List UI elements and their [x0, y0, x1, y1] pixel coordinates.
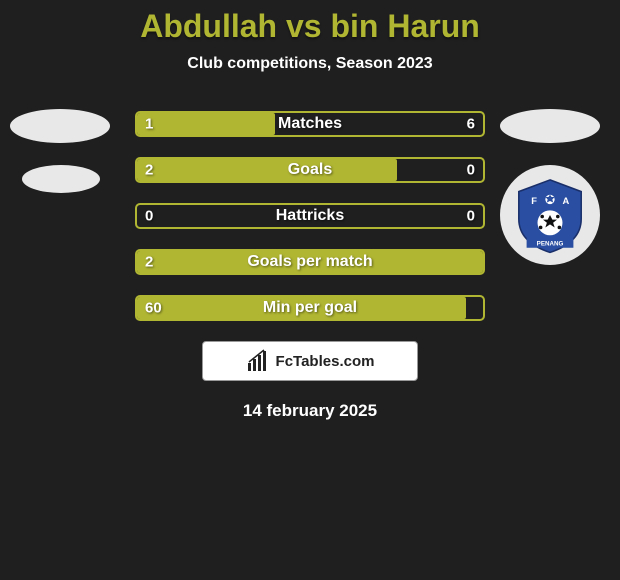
- stat-right-value: 0: [467, 162, 475, 179]
- right-team-ellipse-1: [500, 109, 600, 143]
- right-team-crest: F A PENANG: [500, 165, 600, 265]
- stat-right-value: 0: [467, 208, 475, 225]
- stat-label: Hattricks: [137, 207, 483, 225]
- date-line: 14 february 2025: [0, 401, 620, 421]
- stat-bar-matches: 1Matches6: [135, 111, 485, 137]
- crest-text: PENANG: [537, 240, 564, 247]
- stat-bar-hattricks: 0Hattricks0: [135, 203, 485, 229]
- stat-label: Goals: [137, 161, 483, 179]
- left-team-ellipse-2: [22, 165, 100, 193]
- left-team-ellipse-1: [10, 109, 110, 143]
- stat-label: Goals per match: [137, 253, 483, 271]
- brand-box: FcTables.com: [202, 341, 418, 381]
- right-team-icons: F A PENANG: [500, 109, 600, 265]
- stat-bars: 1Matches62Goals00Hattricks02Goals per ma…: [135, 111, 485, 321]
- stat-bar-goals: 2Goals0: [135, 157, 485, 183]
- stat-label: Matches: [137, 115, 483, 133]
- stat-label: Min per goal: [137, 299, 483, 317]
- stat-bar-min-per-goal: 60Min per goal: [135, 295, 485, 321]
- subtitle: Club competitions, Season 2023: [0, 55, 620, 73]
- stat-bar-goals-per-match: 2Goals per match: [135, 249, 485, 275]
- svg-text:F: F: [531, 196, 537, 206]
- brand-name: FcTables.com: [276, 353, 375, 370]
- left-team-icons: [10, 109, 110, 215]
- svg-text:A: A: [562, 196, 569, 206]
- crest-icon: F A PENANG: [511, 176, 589, 254]
- chart-icon: [246, 349, 270, 373]
- stat-right-value: 6: [467, 116, 475, 133]
- content-area: F A PENANG 1Matches62Goals00Hattricks02G…: [0, 111, 620, 421]
- page-title: Abdullah vs bin Harun: [0, 0, 620, 45]
